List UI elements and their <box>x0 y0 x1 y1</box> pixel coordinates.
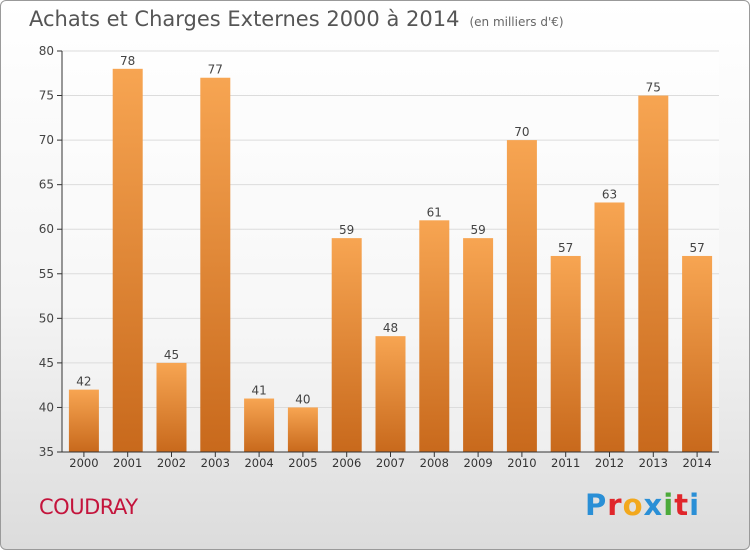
data-label: 70 <box>514 125 529 139</box>
data-label: 59 <box>470 223 485 237</box>
data-label: 45 <box>164 348 179 362</box>
brand-letter: t <box>674 488 690 522</box>
data-label: 61 <box>427 205 442 219</box>
data-label: 40 <box>295 392 310 406</box>
data-label: 48 <box>383 321 398 335</box>
brand-letter: r <box>607 488 623 522</box>
x-tick-label: 2009 <box>463 456 492 470</box>
proxiti-logo: Proxiti <box>585 488 700 522</box>
brand-letter: P <box>585 488 608 522</box>
y-tick-label: 35 <box>39 445 54 459</box>
chart-title: Achats et Charges Externes 2000 à 2014 (e… <box>29 7 564 31</box>
bar <box>68 389 99 452</box>
x-tick-label: 2006 <box>332 456 361 470</box>
data-label: 78 <box>120 54 135 68</box>
bar <box>331 238 362 452</box>
y-tick-label: 70 <box>39 133 54 147</box>
x-tick-label: 2010 <box>507 456 536 470</box>
x-tick-label: 2003 <box>201 456 230 470</box>
x-tick-label: 2007 <box>376 456 405 470</box>
x-tick-label: 2002 <box>157 456 186 470</box>
chart-subtitle: (en milliers d'€) <box>469 15 564 29</box>
bar <box>463 238 494 452</box>
x-tick-label: 2013 <box>639 456 668 470</box>
x-tick-label: 2008 <box>420 456 449 470</box>
bar <box>112 68 143 453</box>
data-label: 42 <box>76 375 91 389</box>
x-tick-label: 2000 <box>69 456 98 470</box>
bar <box>638 95 669 453</box>
bar <box>156 362 187 452</box>
brand-letter: i <box>689 488 701 522</box>
y-tick-label: 80 <box>39 44 54 58</box>
bar <box>682 255 713 452</box>
brand-letter: i <box>663 488 675 522</box>
x-tick-label: 2005 <box>288 456 317 470</box>
bar <box>419 220 450 452</box>
x-tick-label: 2004 <box>244 456 273 470</box>
y-tick-label: 50 <box>39 311 54 325</box>
bar <box>550 255 581 452</box>
data-label: 75 <box>646 81 661 95</box>
bar <box>200 77 231 452</box>
brand-letter: x <box>643 488 664 522</box>
x-tick-label: 2001 <box>113 456 142 470</box>
y-tick-label: 75 <box>39 89 54 103</box>
data-label: 57 <box>689 241 704 255</box>
y-tick-label: 45 <box>39 356 54 370</box>
y-tick-label: 55 <box>39 267 54 281</box>
brand-letter: o <box>622 488 644 522</box>
commune-name: COUDRAY <box>39 495 138 519</box>
x-tick-label: 2014 <box>682 456 711 470</box>
x-tick-label: 2012 <box>595 456 624 470</box>
bar <box>506 140 537 452</box>
bar <box>375 336 406 452</box>
data-label: 41 <box>251 384 266 398</box>
x-tick-label: 2011 <box>551 456 580 470</box>
bar <box>594 202 625 452</box>
y-tick-label: 40 <box>39 400 54 414</box>
data-label: 59 <box>339 223 354 237</box>
chart-title-text: Achats et Charges Externes 2000 à 2014 <box>29 7 460 31</box>
y-tick-label: 65 <box>39 178 54 192</box>
bar <box>287 407 318 452</box>
data-label: 63 <box>602 187 617 201</box>
data-label: 57 <box>558 241 573 255</box>
bar <box>244 398 275 452</box>
y-tick-label: 60 <box>39 222 54 236</box>
data-label: 77 <box>208 63 223 77</box>
